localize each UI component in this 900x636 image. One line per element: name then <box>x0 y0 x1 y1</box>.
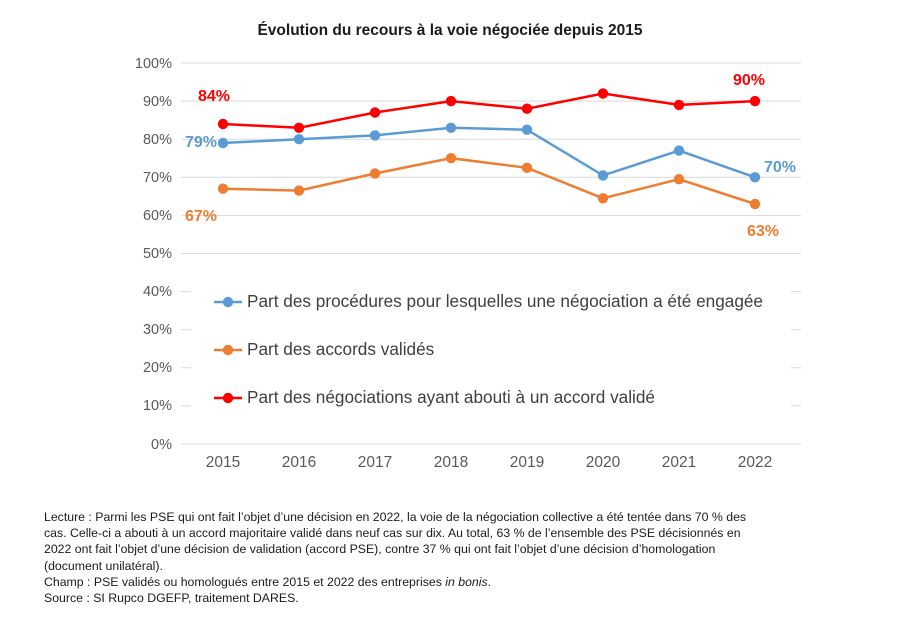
svg-text:2016: 2016 <box>282 454 316 471</box>
svg-text:100%: 100% <box>135 56 172 72</box>
svg-text:0%: 0% <box>151 437 172 453</box>
svg-text:50%: 50% <box>143 246 172 262</box>
svg-text:Part des procédures pour lesqu: Part des procédures pour lesquelles une … <box>247 291 763 311</box>
svg-text:67%: 67% <box>185 208 217 225</box>
svg-text:Part des négociations ayant ab: Part des négociations ayant abouti à un … <box>247 387 655 407</box>
svg-text:2015: 2015 <box>206 454 240 471</box>
svg-text:40%: 40% <box>143 284 172 300</box>
svg-text:2019: 2019 <box>510 454 544 471</box>
svg-text:2018: 2018 <box>434 454 468 471</box>
svg-text:Part des accords validés: Part des accords validés <box>247 339 434 359</box>
svg-text:2021: 2021 <box>662 454 696 471</box>
svg-text:10%: 10% <box>143 398 172 414</box>
svg-text:2020: 2020 <box>586 454 621 471</box>
svg-text:79%: 79% <box>185 134 217 151</box>
svg-text:84%: 84% <box>198 88 230 105</box>
svg-text:70%: 70% <box>143 170 172 186</box>
svg-text:2017: 2017 <box>358 454 392 471</box>
svg-text:30%: 30% <box>143 322 172 338</box>
svg-text:70%: 70% <box>764 159 796 176</box>
svg-text:2022: 2022 <box>738 454 772 471</box>
svg-text:20%: 20% <box>143 360 172 376</box>
svg-text:63%: 63% <box>747 223 779 240</box>
svg-text:80%: 80% <box>143 132 172 148</box>
svg-text:90%: 90% <box>733 72 765 89</box>
svg-text:60%: 60% <box>143 208 172 224</box>
svg-text:90%: 90% <box>143 94 172 110</box>
